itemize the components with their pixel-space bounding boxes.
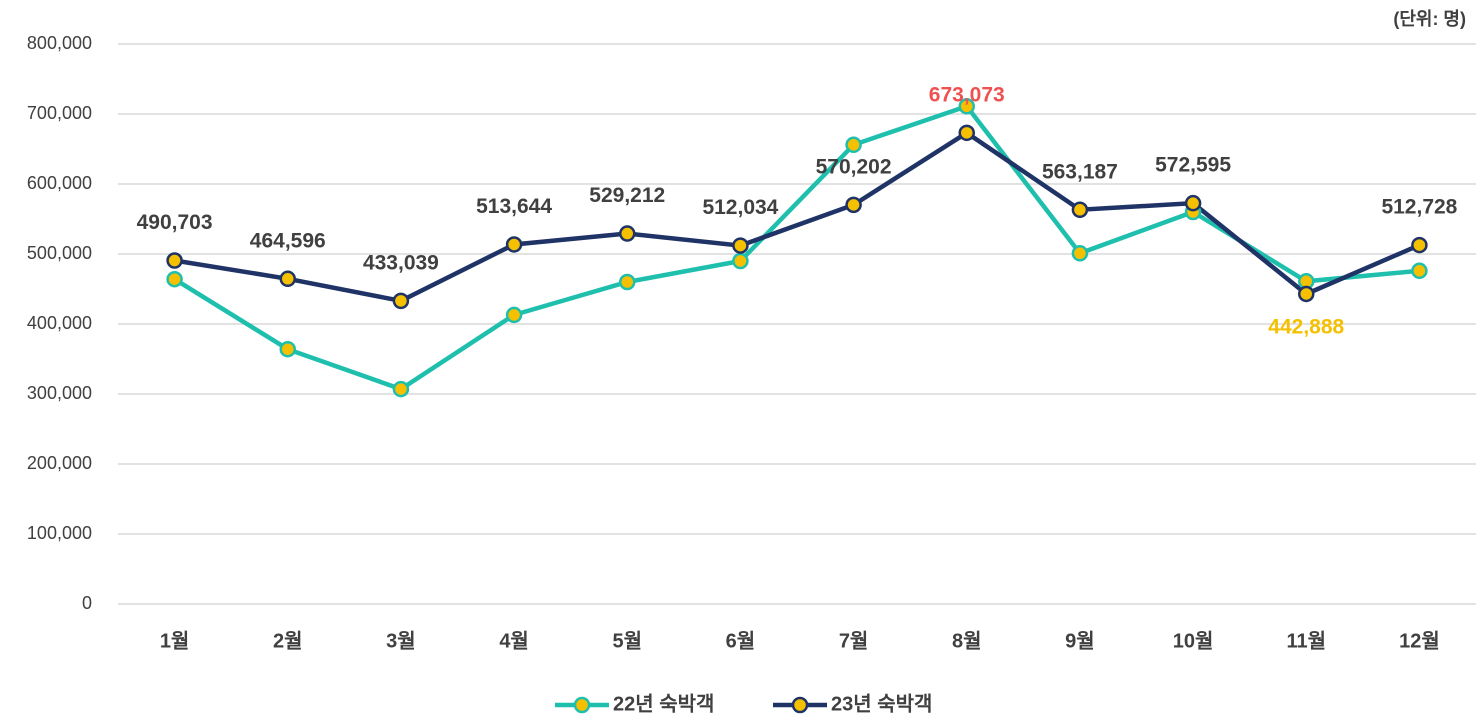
y-tick-label: 0 [82, 593, 92, 613]
point [732, 252, 749, 270]
legend-marker [791, 696, 809, 714]
point [279, 270, 296, 288]
x-tick-label: 3월 [386, 629, 416, 652]
point [1071, 201, 1089, 219]
data-label: 673,073 [929, 83, 1005, 106]
x-tick-label: 4월 [499, 629, 529, 652]
data-label: 529,212 [589, 184, 665, 207]
data-label: 572,595 [1155, 154, 1231, 177]
point [732, 237, 749, 254]
data-label: 464,596 [250, 229, 326, 252]
y-tick-label: 600,000 [27, 173, 92, 193]
data-label: 442,888 [1268, 316, 1344, 339]
point [1184, 194, 1202, 212]
x-tick-label: 2월 [273, 629, 303, 652]
y-tick-label: 200,000 [27, 453, 92, 473]
data-label: 512,728 [1381, 196, 1457, 219]
x-tick-label: 7월 [839, 629, 869, 652]
data-label: 490,703 [137, 211, 213, 234]
point [392, 292, 410, 310]
point [958, 98, 975, 115]
data-label: 433,039 [363, 251, 439, 274]
data-label: 570,202 [816, 155, 892, 178]
legend-marker [573, 696, 591, 714]
series-line [173, 103, 1420, 392]
y-tick-label: 700,000 [27, 103, 92, 123]
point [1298, 285, 1315, 303]
x-tick-label: 1월 [160, 629, 190, 652]
point [958, 124, 975, 142]
point [845, 136, 862, 154]
point [279, 340, 296, 358]
point [1411, 262, 1428, 280]
x-tick-label: 6월 [726, 629, 756, 652]
unit-label: (단위: 명) [1393, 9, 1466, 29]
point [166, 270, 183, 288]
legend-label: 23년 숙박객 [831, 692, 932, 715]
x-tick-label: 10월 [1173, 629, 1214, 652]
y-tick-label: 300,000 [27, 383, 92, 403]
point [166, 252, 183, 269]
data-label: 512,034 [702, 196, 778, 219]
point [845, 196, 862, 214]
data-label: 563,187 [1042, 160, 1118, 183]
x-tick-label: 11월 [1286, 629, 1326, 652]
y-tick-label: 100,000 [27, 523, 92, 543]
x-tick-label: 9월 [1065, 629, 1095, 652]
y-tick-label: 800,000 [27, 33, 92, 53]
x-tick-label: 8월 [952, 629, 982, 652]
x-tick-label: 5월 [612, 629, 642, 652]
point [619, 273, 636, 291]
data-label: 513,644 [476, 195, 552, 218]
point [505, 306, 523, 324]
legend-label: 22년 숙박객 [613, 692, 714, 715]
point [392, 380, 410, 398]
point [1411, 236, 1428, 254]
point [505, 236, 523, 253]
point [619, 225, 636, 242]
series-line [174, 130, 1421, 304]
y-tick-label: 500,000 [27, 243, 92, 263]
point [1071, 245, 1089, 262]
y-tick-label: 400,000 [27, 313, 92, 333]
x-tick-label: 12월 [1399, 629, 1440, 652]
